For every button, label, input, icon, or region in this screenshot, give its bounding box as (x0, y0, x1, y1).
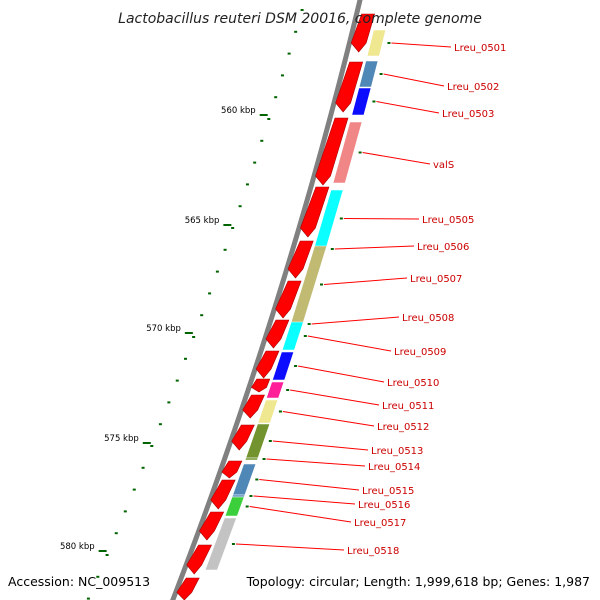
gene-label-line (376, 101, 440, 114)
gene-features (204, 29, 391, 571)
gene-feature (204, 517, 237, 571)
gene-label-line (282, 411, 375, 427)
gene-label: Lreu_0514 (368, 462, 420, 473)
gene-feature (244, 457, 259, 461)
gene-label-line (253, 495, 356, 505)
gene-label: Lreu_0518 (347, 546, 399, 557)
ruler-ticks (86, 9, 304, 600)
gene-feature (332, 121, 363, 184)
gene-feature (266, 381, 285, 399)
gene-label-line (235, 543, 345, 551)
gene-arrows (176, 13, 376, 600)
ruler-label: 560 kbp (221, 106, 256, 116)
gene-label-line (249, 506, 352, 523)
backbone-line (170, 0, 363, 600)
gene-arrow (315, 117, 349, 186)
gene-label-line (290, 389, 380, 406)
gene-label-line (391, 42, 452, 48)
gene-label: Lreu_0515 (362, 486, 414, 497)
gene-arrow (210, 479, 236, 510)
gene-label-line (362, 152, 431, 165)
gene-feature (358, 60, 379, 88)
gene-label-line (272, 440, 369, 451)
ruler-label: 575 kbp (104, 434, 139, 444)
gene-arrow (255, 350, 280, 379)
gene-feature (257, 399, 279, 424)
gene-label: Lreu_0509 (394, 347, 446, 358)
gene-feature (351, 87, 372, 116)
gene-label: Lreu_0508 (402, 313, 454, 324)
gene-label: Lreu_0506 (417, 242, 469, 253)
gene-label: Lreu_0503 (442, 109, 494, 120)
gene-label: Lreu_0517 (354, 518, 406, 529)
gene-label-line (266, 458, 366, 467)
gene-arrow (176, 577, 200, 600)
gene-feature (366, 29, 387, 57)
gene-label: Lreu_0502 (447, 82, 499, 93)
gene-arrow (300, 186, 330, 238)
gene-label-line (297, 365, 385, 383)
ruler-label: 565 kbp (185, 216, 220, 226)
gene-arrow (275, 280, 302, 319)
accession-text: Accession: NC_009513 (8, 574, 150, 589)
gene-feature (272, 351, 294, 381)
gene-feature (281, 321, 304, 351)
gene-arrow (350, 13, 376, 53)
map-title: Lactobacillus reuteri DSM 20016, complet… (118, 11, 482, 27)
gene-arrow (221, 460, 243, 479)
gene-label: Lreu_0511 (382, 401, 434, 412)
gene-arrow (335, 61, 364, 113)
gene-label-line (323, 277, 408, 285)
ruler-label: 580 kbp (60, 542, 95, 552)
gene-label: valS (433, 160, 454, 171)
gene-arrow (251, 378, 271, 393)
gene-arrow (242, 394, 265, 419)
gene-label: Lreu_0513 (371, 446, 423, 457)
gene-label: Lreu_0510 (387, 378, 439, 389)
gene-label: Lreu_0516 (358, 500, 410, 511)
gene-label-line (259, 479, 360, 491)
gene-label: Lreu_0512 (377, 422, 429, 433)
ruler-label: 570 kbp (146, 324, 181, 334)
gene-label: Lreu_0505 (422, 215, 474, 226)
gene-label-line (307, 335, 392, 352)
gene-label: Lreu_0507 (410, 274, 462, 285)
gene-feature (224, 496, 245, 517)
gene-arrow (231, 424, 255, 451)
gene-label-line (334, 245, 415, 250)
gene-arrow (287, 240, 314, 279)
gene-labels: Lreu_0501 Lreu_0502 Lreu_0503 valS Lreu_0505… (235, 42, 506, 557)
genome-summary-text: Topology: circular; Length: 1,999,618 bp… (246, 574, 590, 589)
gene-label-line (311, 316, 400, 325)
gene-label-line (383, 73, 445, 87)
gene-arrow (199, 511, 225, 541)
gene-feature (231, 494, 246, 498)
gene-label-line (343, 218, 420, 220)
backbone (170, 0, 363, 600)
gene-arrow (186, 544, 213, 575)
ruler-labels: 560 kbp 565 kbp 570 kbp 575 kbp 580 kbp (60, 106, 256, 552)
gene-arrow (265, 319, 290, 349)
gene-label: Lreu_0501 (454, 43, 506, 54)
